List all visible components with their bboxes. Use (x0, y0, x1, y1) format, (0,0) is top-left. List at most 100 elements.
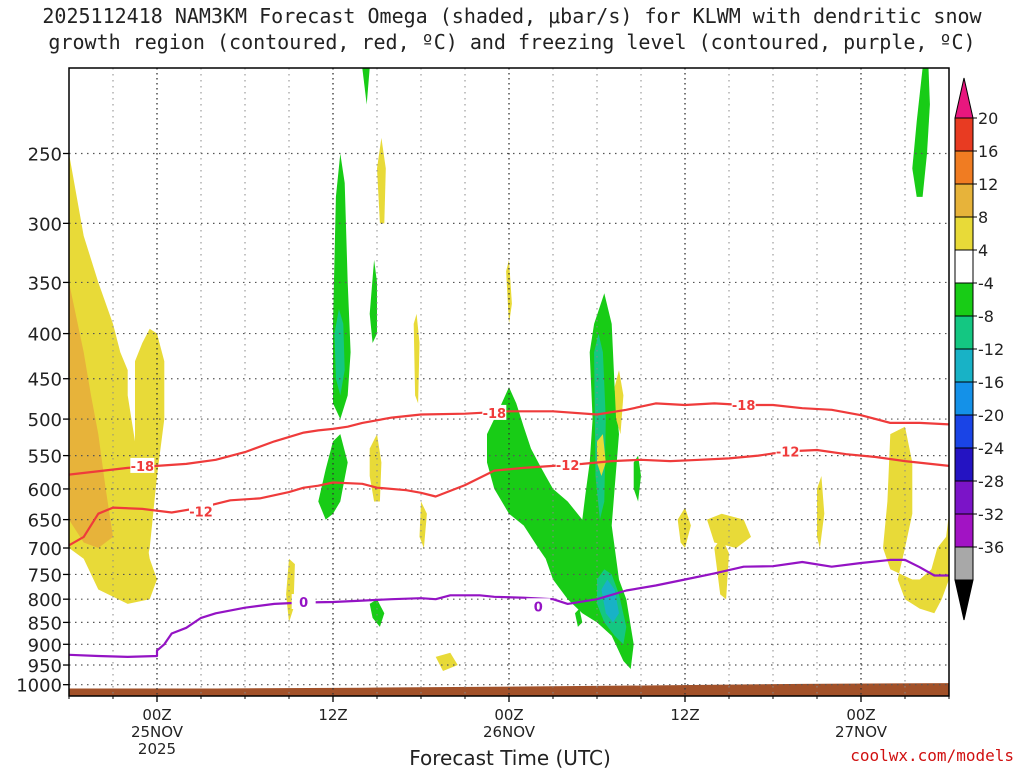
colorbar-label-1: 16 (978, 142, 998, 161)
contour-label-2-0: 0 (299, 596, 308, 611)
colorbar-swatch-12 (954, 480, 974, 515)
omega-region-6 (369, 599, 385, 627)
x-tick-label-54: 00Z (846, 706, 875, 724)
omega-region-27 (817, 476, 825, 548)
contour-label-2-1: 0 (534, 600, 543, 615)
x-tick-date-30: 26NOV (483, 723, 536, 741)
x-tick-label-42: 12Z (670, 706, 699, 724)
colorbar-label-9: -20 (978, 406, 1004, 425)
x-axis-label: Forecast Time (UTC) (409, 746, 611, 770)
colorbar-swatch-14 (954, 546, 974, 581)
colorbar-cap-bottom (954, 579, 974, 621)
contour-label-bg-2-0 (291, 594, 316, 610)
contour-label-bg-1-2 (775, 443, 800, 459)
omega-region-22 (597, 434, 606, 476)
site-credit-link[interactable]: coolwx.com/models (850, 746, 1014, 765)
contour-label-0-0: -18 (131, 460, 155, 475)
colorbar-swatch-9 (954, 381, 974, 416)
omega-region-24 (677, 507, 691, 548)
colorbar-label-12: -32 (978, 505, 1004, 524)
x-tick-label-30: 00Z (494, 706, 523, 724)
x-tick-date-54: 27NOV (835, 723, 888, 741)
x-tick-label-18: 12Z (318, 706, 347, 724)
omega-region-29 (912, 68, 930, 197)
colorbar-swatch-3 (954, 183, 974, 218)
omega-region-15 (362, 68, 370, 105)
omega-region-21 (633, 455, 641, 502)
contour-label-bg-0-1 (482, 404, 507, 420)
axes: 2503003504004505005506006507007508008509… (16, 144, 950, 758)
omega-region-28 (883, 426, 949, 614)
y-tick-label-950: 950 (28, 656, 62, 677)
y-tick-label-800: 800 (28, 590, 62, 611)
colorbar-label-6: -8 (978, 307, 994, 326)
y-tick-label-450: 450 (28, 370, 62, 391)
colorbar-swatch-5 (954, 249, 974, 284)
omega-region-19 (601, 579, 619, 623)
colorbar-swatch-1 (954, 117, 974, 152)
colorbar-swatch-8 (954, 348, 974, 383)
y-tick-label-900: 900 (28, 635, 62, 656)
colorbar-swatch-10 (954, 414, 974, 449)
y-tick-label-850: 850 (28, 613, 62, 634)
colorbar-label-0: 20 (978, 109, 998, 128)
contour-label-1-2: -12 (776, 445, 800, 460)
omega-region-11 (369, 434, 382, 502)
colorbar-label-4: 4 (978, 241, 988, 260)
colorbar-label-13: -36 (978, 538, 1004, 557)
contour-label-bg-0-0 (130, 457, 155, 473)
y-tick-label-400: 400 (28, 325, 62, 346)
y-tick-label-350: 350 (28, 273, 62, 294)
chart-title-line-2: growth region (contoured, red, ºC) and f… (48, 30, 976, 54)
omega-region-7 (334, 308, 345, 396)
colorbar-label-11: -28 (978, 472, 1004, 491)
colorbar-swatch-13 (954, 513, 974, 548)
x-tick-year-6: 2025 (138, 740, 176, 758)
colorbar-swatch-7 (954, 315, 974, 350)
y-tick-label-700: 700 (28, 539, 62, 560)
colorbar-label-8: -16 (978, 373, 1004, 392)
contour-label-1-1: -12 (556, 459, 580, 474)
y-tick-label-600: 600 (28, 480, 62, 501)
omega-region-2 (69, 282, 113, 548)
colorbar-label-5: -4 (978, 274, 994, 293)
y-tick-label-250: 250 (28, 144, 62, 165)
colorbar-swatch-4 (954, 216, 974, 251)
colorbar-swatch-11 (954, 447, 974, 482)
y-tick-label-750: 750 (28, 565, 62, 586)
contour-label-bg-1-1 (555, 457, 580, 473)
y-tick-label-650: 650 (28, 511, 62, 532)
chart-title-line-1: 2025112418 NAM3KM Forecast Omega (shaded… (42, 4, 982, 28)
plot-background (69, 68, 949, 696)
colorbar-swatch-2 (954, 150, 974, 185)
contour-line-2 (68, 558, 949, 659)
omega-region-1 (135, 328, 165, 580)
y-tick-label-550: 550 (28, 447, 62, 468)
contour-label-bg-0-2 (731, 397, 756, 413)
colorbar-swatch-6 (954, 282, 974, 317)
omega-region-14 (506, 259, 512, 324)
colorbar-label-2: 12 (978, 175, 998, 194)
omega-region-25 (714, 536, 729, 600)
contour-label-bg-1-0 (189, 503, 213, 519)
omega-region-5 (369, 259, 377, 343)
colorbar-label-10: -24 (978, 439, 1004, 458)
colorbar-cap-top (954, 77, 974, 119)
colorbar-label-7: -12 (978, 340, 1004, 359)
temperature-contours: -18 -18 -18 -12 -12 -12 0 0 (68, 397, 950, 659)
omega-region-13 (435, 652, 458, 671)
contour-label-0-1: -18 (483, 407, 507, 422)
x-tick-date-6: 25NOV (131, 723, 184, 741)
y-tick-label-1000: 1000 (16, 676, 62, 697)
contour-label-bg-2-1 (526, 598, 551, 614)
omega-region-9 (413, 313, 420, 404)
colorbar: 20 16 12 8 4 -4 -8 -12 -16 -20 -24 -28 -32 -36 (954, 77, 1004, 621)
colorbar-label-3: 8 (978, 208, 988, 227)
y-tick-label-300: 300 (28, 214, 62, 235)
y-tick-label-500: 500 (28, 410, 62, 431)
x-tick-label-6: 00Z (142, 706, 171, 724)
omega-region-23 (614, 370, 624, 435)
omega-region-8 (377, 137, 386, 224)
contour-label-1-0: -12 (189, 505, 213, 520)
